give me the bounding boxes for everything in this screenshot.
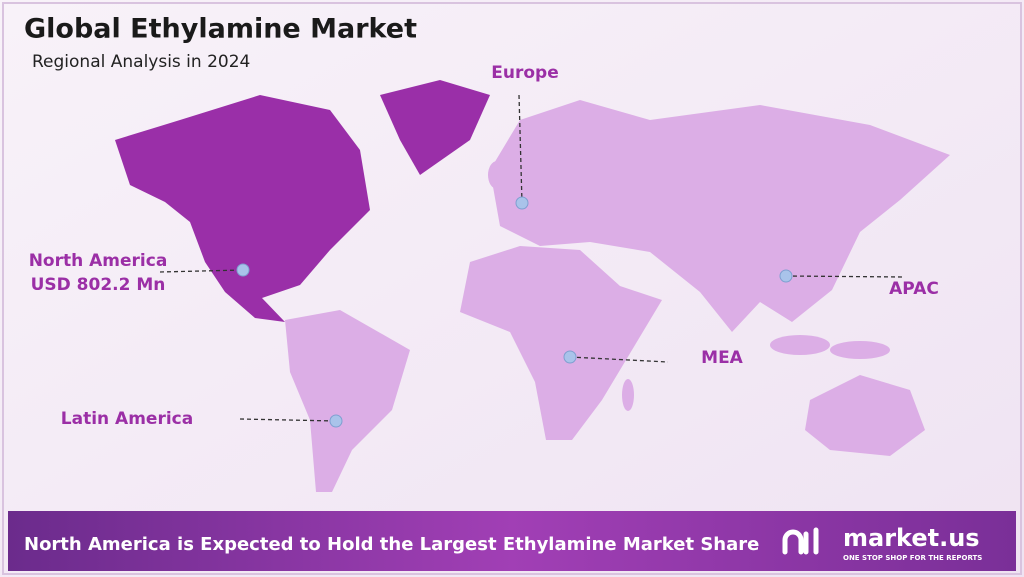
region-label: Europe xyxy=(491,63,558,83)
region-marker xyxy=(329,414,343,428)
region-marker xyxy=(779,269,793,283)
uk-shape xyxy=(488,161,506,189)
region-marker xyxy=(236,263,250,277)
world-map xyxy=(115,80,950,492)
region-label: MEA xyxy=(701,348,744,368)
logo: market.us ONE STOP SHOP FOR THE REPORTS xyxy=(782,524,982,562)
islands-shape xyxy=(830,341,890,359)
region-label: Latin America xyxy=(61,409,193,429)
region-marker xyxy=(515,196,529,210)
title: Global Ethylamine Market xyxy=(24,14,417,45)
callout-line xyxy=(785,275,906,278)
callout-line xyxy=(239,418,337,422)
region-marker xyxy=(563,350,577,364)
australia-shape xyxy=(805,375,925,456)
region-label: APAC xyxy=(889,279,939,299)
subtitle: Regional Analysis in 2024 xyxy=(32,52,250,72)
footer-banner xyxy=(8,511,1016,571)
south-america-shape xyxy=(285,310,410,492)
logo-tagline: ONE STOP SHOP FOR THE REPORTS xyxy=(843,554,982,562)
islands-shape xyxy=(770,335,830,355)
logo-icon xyxy=(782,527,819,555)
greenland-shape xyxy=(380,80,490,175)
eurasia-shape xyxy=(490,100,950,332)
africa-shape xyxy=(460,246,662,440)
region-label: North America xyxy=(29,251,168,271)
callout-line xyxy=(569,356,669,363)
callouts: North America USD 802.2 Mn Europe APAC M… xyxy=(29,63,939,429)
footer-text: North America is Expected to Hold the La… xyxy=(24,534,759,555)
madagascar-shape xyxy=(622,379,634,411)
logo-name: market.us xyxy=(843,524,980,552)
region-value: USD 802.2 Mn xyxy=(31,275,166,295)
north-america-shape xyxy=(115,95,370,322)
